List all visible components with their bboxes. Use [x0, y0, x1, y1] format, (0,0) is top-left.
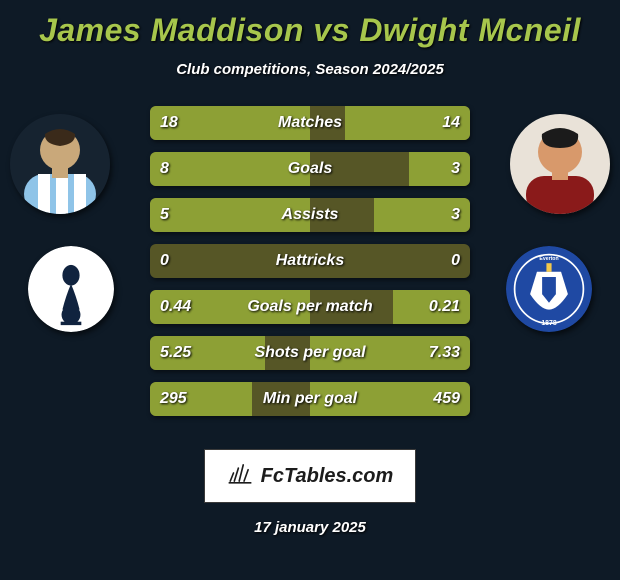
stat-label: Hattricks: [150, 244, 470, 278]
stat-label: Goals per match: [150, 290, 470, 324]
stat-label: Shots per goal: [150, 336, 470, 370]
player-right-avatar: [510, 114, 610, 214]
club-left-badge: [28, 246, 114, 332]
stat-row: 5.257.33Shots per goal: [150, 336, 470, 370]
stat-label: Assists: [150, 198, 470, 232]
page-subtitle: Club competitions, Season 2024/2025: [10, 61, 610, 78]
player-left-avatar: [10, 114, 110, 214]
stat-bars: 1814Matches 83Goals 53Assists 00Hattricks 0.…: [150, 106, 470, 416]
stat-row: 83Goals: [150, 152, 470, 186]
brand-box: FcTables.com: [204, 449, 417, 503]
page-title: James Maddison vs Dwight Mcneil: [10, 12, 610, 49]
stat-row: 295459Min per goal: [150, 382, 470, 416]
date-text: 17 january 2025: [254, 519, 366, 536]
stat-label: Goals: [150, 152, 470, 186]
stat-row: 00Hattricks: [150, 244, 470, 278]
club-right-badge: Everton 1878: [506, 246, 592, 332]
brand-text: FcTables.com: [261, 465, 394, 488]
stat-row: 1814Matches: [150, 106, 470, 140]
stat-label: Min per goal: [150, 382, 470, 416]
comparison-area: Everton 1878 1814Matches 83Goals 53Assists…: [10, 106, 610, 436]
club-right-year: 1878: [541, 320, 556, 327]
stat-row: 0.440.21Goals per match: [150, 290, 470, 324]
stat-label: Matches: [150, 106, 470, 140]
club-right-name: Everton: [539, 256, 558, 262]
stat-row: 53Assists: [150, 198, 470, 232]
brand-icon: [227, 460, 253, 492]
